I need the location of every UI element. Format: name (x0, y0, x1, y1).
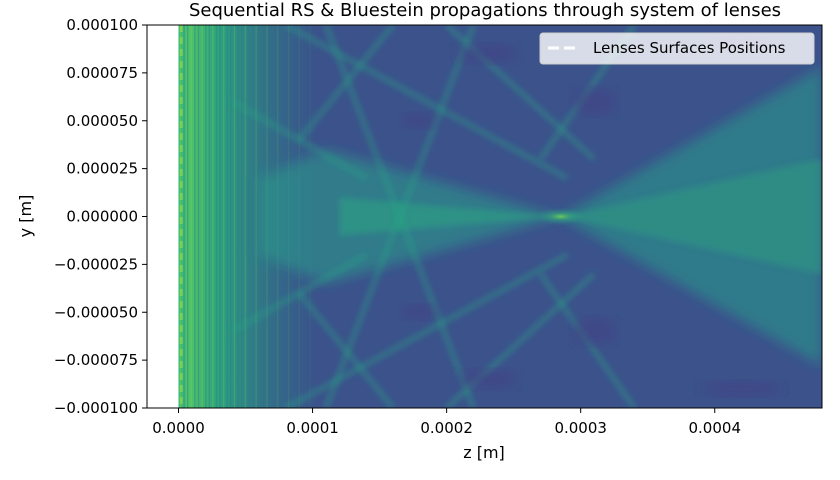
y-axis-ticks: −0.000100 −0.000075 −0.000050 −0.000025 0.00… (54, 16, 147, 417)
diverging-beam-core (560, 159, 822, 274)
y-tick-label: −0.000075 (54, 351, 138, 369)
y-tick-label: −0.000050 (54, 303, 138, 321)
x-tick-label: 0.0003 (554, 419, 607, 437)
y-tick-label: 0.000050 (66, 112, 138, 130)
plot-area (178, 25, 822, 408)
low-intensity-region (572, 317, 617, 346)
legend-label: Lenses Surfaces Positions (593, 39, 786, 57)
x-axis-label: z [m] (463, 443, 505, 462)
x-tick-label: 0.0002 (420, 419, 473, 437)
diffraction-ray (296, 25, 396, 142)
low-intensity-region (456, 43, 517, 64)
low-intensity-region (401, 112, 438, 129)
legend: Lenses Surfaces Positions (539, 32, 815, 65)
y-tick-label: 0.000100 (66, 16, 138, 34)
y-tick-label: 0.000000 (66, 208, 138, 226)
y-tick-label: 0.000025 (66, 160, 138, 178)
focal-spot (534, 207, 587, 226)
x-axis-ticks: 0.0000 0.0001 0.0002 0.0003 0.0004 (152, 408, 741, 437)
low-intensity-region (701, 380, 782, 397)
low-intensity-region (401, 304, 438, 321)
y-axis-label: y [m] (16, 195, 35, 238)
x-tick-label: 0.0000 (152, 419, 205, 437)
diffraction-ray (296, 291, 396, 408)
y-tick-label: 0.000075 (66, 64, 138, 82)
x-tick-label: 0.0004 (689, 419, 742, 437)
x-tick-label: 0.0001 (286, 419, 339, 437)
low-intensity-region (456, 369, 517, 390)
low-intensity-region (572, 87, 617, 116)
diffraction-ray (323, 25, 477, 408)
y-tick-label: −0.000100 (54, 399, 138, 417)
chart-title: Sequential RS & Bluestein propagations t… (189, 0, 781, 21)
legend-box (539, 32, 815, 65)
intensity-field (178, 25, 822, 408)
y-tick-label: −0.000025 (54, 255, 138, 273)
